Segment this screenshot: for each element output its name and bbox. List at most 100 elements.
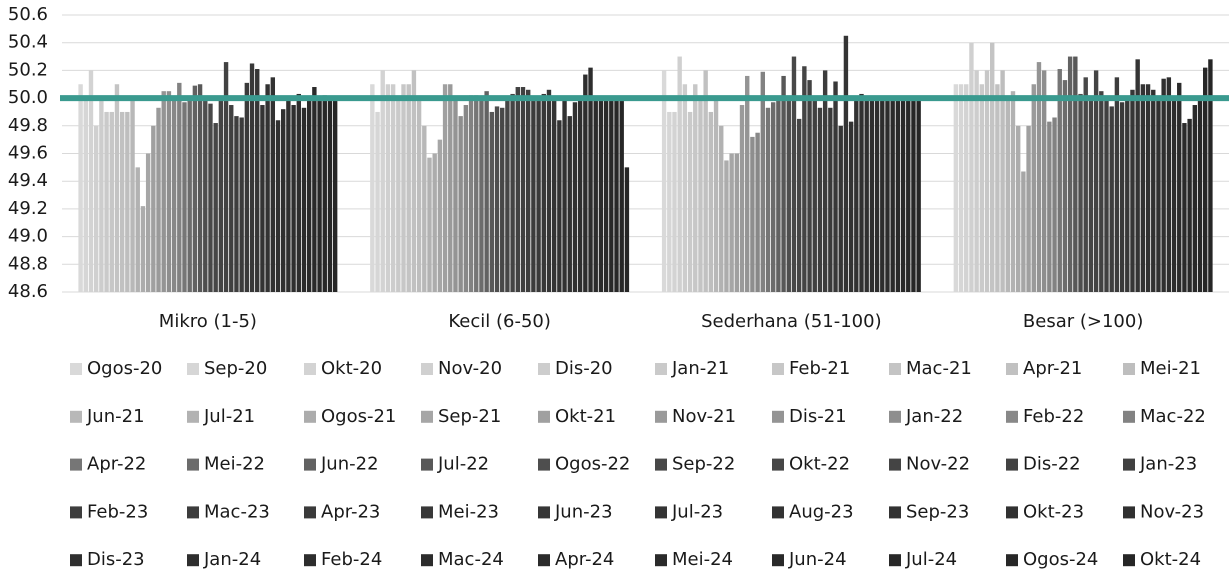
bar bbox=[859, 93, 864, 292]
bar bbox=[265, 84, 270, 292]
legend-label: Apr-22 bbox=[87, 454, 146, 475]
legend-label: Dis-21 bbox=[789, 406, 847, 427]
bar bbox=[286, 98, 291, 292]
legend-swatch bbox=[421, 506, 433, 519]
bar bbox=[677, 56, 682, 292]
bar bbox=[541, 93, 546, 292]
bar bbox=[375, 111, 380, 292]
bar bbox=[964, 84, 969, 292]
y-tick-label: 50.4 bbox=[8, 32, 48, 53]
bar bbox=[1104, 98, 1109, 292]
bar bbox=[1088, 98, 1094, 292]
bar bbox=[1208, 59, 1213, 292]
bar bbox=[900, 100, 906, 293]
legend-label: Jan-23 bbox=[1139, 454, 1197, 475]
bar bbox=[812, 98, 817, 292]
legend-swatch bbox=[187, 506, 199, 519]
bar bbox=[1151, 89, 1156, 292]
bar bbox=[171, 98, 177, 292]
bar bbox=[624, 167, 630, 292]
legend-swatch bbox=[421, 363, 433, 375]
bar bbox=[661, 70, 667, 293]
y-tick-label: 50.0 bbox=[8, 87, 48, 108]
bar bbox=[1078, 93, 1083, 292]
bar bbox=[911, 100, 916, 293]
bar bbox=[166, 91, 172, 292]
bar bbox=[906, 98, 911, 292]
legend-swatch bbox=[1123, 554, 1135, 567]
bar bbox=[510, 93, 515, 292]
bar bbox=[515, 87, 521, 293]
bar bbox=[776, 98, 781, 292]
bar bbox=[1052, 117, 1057, 293]
bar bbox=[854, 98, 859, 292]
legend-label: Dis-20 bbox=[555, 358, 613, 379]
bar bbox=[119, 111, 125, 292]
x-tick-label: Mikro (1-5) bbox=[159, 311, 257, 332]
bar bbox=[979, 84, 985, 292]
bar bbox=[598, 98, 604, 292]
bar bbox=[729, 153, 734, 292]
bar bbox=[453, 100, 458, 293]
legend-swatch bbox=[1006, 363, 1018, 375]
bar bbox=[843, 35, 849, 293]
legend-label: Jul-22 bbox=[437, 454, 489, 475]
legend-swatch bbox=[1006, 458, 1018, 471]
bar bbox=[416, 98, 422, 292]
bar bbox=[1166, 77, 1172, 292]
legend-swatch bbox=[304, 363, 316, 375]
bar bbox=[197, 84, 203, 292]
bar bbox=[505, 98, 510, 292]
bar bbox=[895, 98, 901, 292]
legend-swatch bbox=[304, 410, 316, 423]
legend-label: Nov-22 bbox=[906, 454, 970, 475]
bar bbox=[1119, 102, 1125, 292]
legend-label: Jun-22 bbox=[320, 454, 379, 475]
legend-swatch bbox=[889, 554, 901, 567]
legend-swatch bbox=[70, 458, 82, 471]
bar bbox=[828, 107, 833, 292]
legend-swatch bbox=[1123, 506, 1135, 519]
legend-swatch bbox=[1123, 458, 1135, 471]
bar bbox=[401, 84, 406, 292]
legend-label: Sep-20 bbox=[204, 358, 267, 379]
bar bbox=[130, 98, 135, 292]
bar bbox=[760, 71, 765, 292]
bar bbox=[588, 67, 593, 292]
legend-swatch bbox=[187, 554, 199, 567]
bar bbox=[229, 105, 234, 293]
legend-label: Mei-24 bbox=[672, 549, 733, 570]
legend-label: Jan-21 bbox=[671, 358, 729, 379]
legend-label: Sep-21 bbox=[438, 406, 501, 427]
bar bbox=[583, 74, 588, 293]
legend-label: Apr-23 bbox=[321, 501, 380, 522]
bar bbox=[1015, 125, 1021, 292]
bar bbox=[781, 75, 786, 292]
bar bbox=[275, 120, 281, 292]
bar bbox=[817, 107, 823, 292]
bar bbox=[140, 206, 146, 292]
bar bbox=[1036, 62, 1042, 293]
bar bbox=[396, 98, 401, 292]
legend-label: Okt-24 bbox=[1140, 549, 1201, 570]
y-tick-label: 48.8 bbox=[8, 253, 48, 274]
bar bbox=[99, 98, 104, 292]
bar bbox=[557, 120, 562, 292]
legend-swatch bbox=[70, 410, 82, 423]
bar bbox=[422, 125, 427, 292]
bar bbox=[531, 100, 536, 293]
bar bbox=[1203, 67, 1208, 292]
bar bbox=[609, 100, 614, 293]
bar bbox=[213, 123, 218, 292]
bar bbox=[1140, 84, 1146, 292]
legend-label: Nov-23 bbox=[1140, 501, 1204, 522]
legend-swatch bbox=[655, 554, 667, 567]
legend-swatch bbox=[304, 554, 316, 567]
legend-label: Mei-21 bbox=[1140, 358, 1201, 379]
bar bbox=[693, 84, 698, 292]
legend-swatch bbox=[772, 458, 784, 471]
legend-swatch bbox=[772, 363, 784, 375]
bar bbox=[833, 81, 838, 292]
legend-label: Feb-24 bbox=[321, 549, 382, 570]
bar bbox=[880, 98, 885, 292]
